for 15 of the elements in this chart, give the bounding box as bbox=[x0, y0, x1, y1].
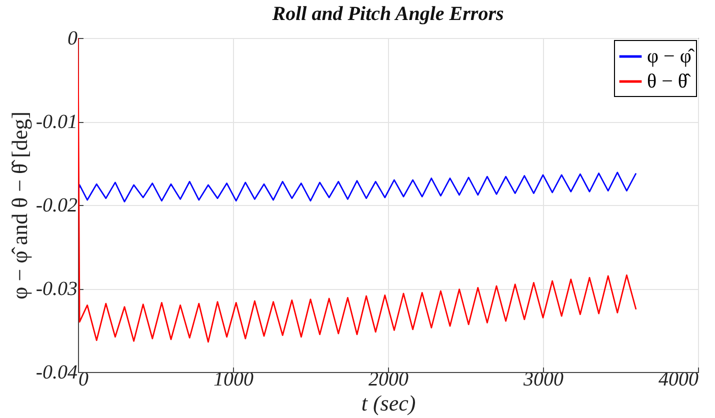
x-axis-title: t (sec) bbox=[361, 390, 416, 416]
legend-label: θ − θ̂ bbox=[647, 70, 692, 92]
chart-title: Roll and Pitch Angle Errors bbox=[271, 3, 504, 25]
x-tick-label: 3000 bbox=[522, 368, 564, 390]
legend-label: φ − φ̂ bbox=[647, 46, 696, 68]
x-tick-label: 1000 bbox=[214, 368, 254, 390]
line-series bbox=[78, 172, 637, 202]
line-series bbox=[78, 38, 637, 343]
y-tick-label: 0 bbox=[68, 28, 78, 50]
y-tick-label: -0.01 bbox=[36, 111, 78, 133]
y-tick-label: -0.04 bbox=[36, 362, 78, 384]
y-tick-label: -0.02 bbox=[36, 194, 78, 216]
y-tick-label: -0.03 bbox=[36, 278, 78, 300]
y-axis-title: φ − φ̂ and θ − θ̂ [deg] bbox=[6, 112, 32, 300]
x-tick-label: 4000 bbox=[658, 368, 698, 390]
